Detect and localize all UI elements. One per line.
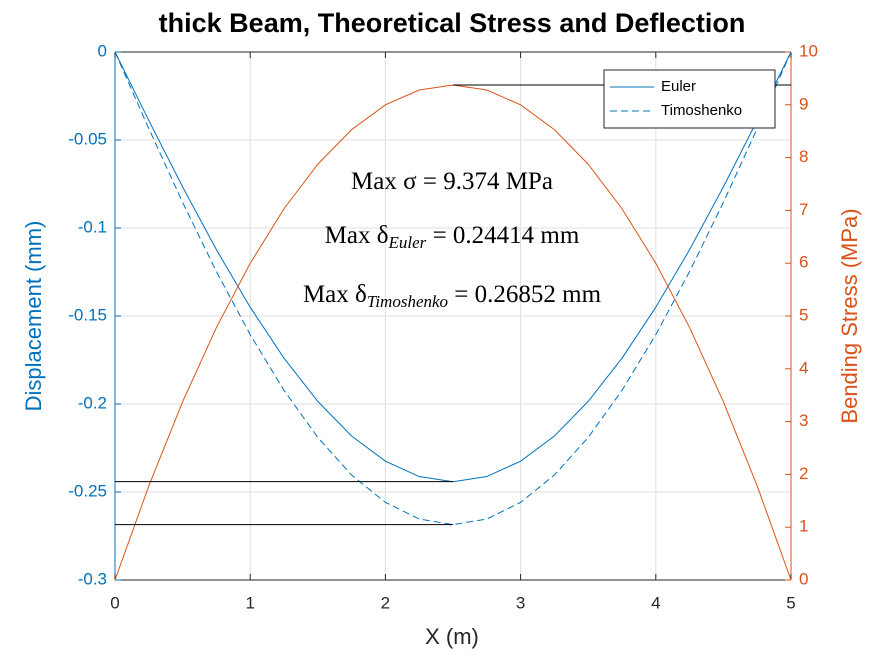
y2-tick-label: 9 [799,94,808,113]
x-tick-label: 1 [245,593,254,612]
y-tick-label: -0.3 [78,569,107,588]
y2-tick-label: 3 [799,411,808,430]
annotation: Max σ = 9.374 MPa [351,168,553,195]
y-tick-label: -0.05 [68,129,107,148]
x-tick-label: 0 [110,593,119,612]
y2-tick-label: 5 [799,305,808,324]
y-axis-label: Displacement (mm) [21,221,46,412]
y2-tick-label: 7 [799,200,808,219]
y-tick-label: 0 [98,41,107,60]
x-axis-label: X (m) [425,624,479,649]
annotation-text: Max δ [303,281,367,308]
y2-tick-label: 6 [799,253,808,272]
legend-label: Euler [661,78,696,95]
annotation: Max δTimoshenko = 0.26852 mm [303,281,602,311]
annotation: Max δEuler = 0.24414 mm [325,222,580,252]
y2-tick-label: 10 [799,41,818,60]
annotation-subscript: Euler [388,233,427,252]
y2-tick-label: 1 [799,517,808,536]
annotation-suffix: = 0.24414 mm [426,222,580,249]
annotation-subscript: Timoshenko [367,292,448,311]
y-tick-label: -0.2 [78,393,107,412]
legend-box [603,69,776,129]
y2-tick-label: 0 [799,569,808,588]
series-line [114,51,792,526]
x-tick-label: 3 [516,593,525,612]
chart-title: thick Beam, Theoretical Stress and Defle… [159,8,746,38]
y2-axis-label: Bending Stress (MPa) [837,208,862,423]
y2-tick-label: 8 [799,147,808,166]
x-tick-label: 4 [651,593,660,612]
y2-tick-label: 4 [799,358,808,377]
y-tick-label: -0.15 [68,305,107,324]
y-tick-label: -0.1 [78,217,107,236]
x-tick-label: 5 [786,593,795,612]
y-tick-label: -0.25 [68,481,107,500]
x-tick-label: 2 [381,593,390,612]
annotation-suffix: = 0.26852 mm [448,281,602,308]
y2-tick-label: 2 [799,464,808,483]
annotation-text: Max σ = 9.374 MPa [351,168,553,195]
annotation-text: Max δ [325,222,389,249]
legend-label: Timoshenko [661,102,742,119]
